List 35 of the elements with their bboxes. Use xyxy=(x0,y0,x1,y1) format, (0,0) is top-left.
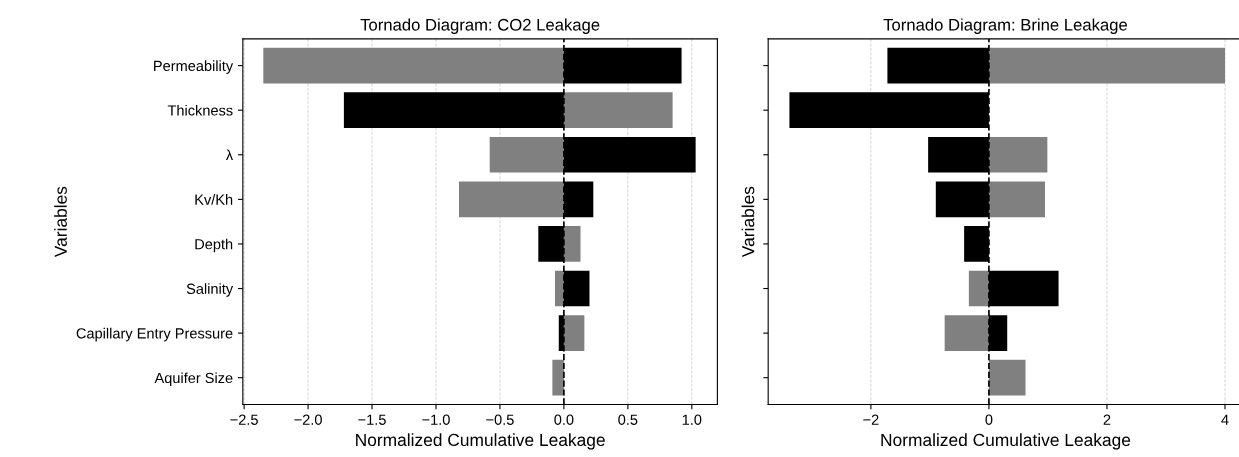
x-tick-label: 0 xyxy=(985,414,993,425)
x-tick-label: 4 xyxy=(1221,414,1229,425)
bar xyxy=(263,47,564,84)
x-axis-title: Normalized Cumulative Leakage xyxy=(881,433,1131,450)
x-tick-label: 2 xyxy=(1103,414,1111,425)
x-tick-label: −1.5 xyxy=(358,414,386,425)
bar xyxy=(988,181,1045,218)
x-axis-title: Normalized Cumulative Leakage xyxy=(356,433,605,450)
y-tick-label: Depth xyxy=(195,238,233,253)
x-tick-label: 0.5 xyxy=(618,414,638,425)
y-tick-label: Salinity xyxy=(186,283,234,297)
chart-title: Tornado Diagram: CO2 Leakage xyxy=(360,18,600,34)
x-tick-label: −2.5 xyxy=(230,414,258,425)
y-tick-label: Permeability xyxy=(154,60,234,74)
bar xyxy=(489,136,564,173)
x-tick-label: −2 xyxy=(863,414,879,425)
y-tick-label: λ xyxy=(225,149,233,161)
bar xyxy=(554,270,564,307)
x-tick-label: −0.5 xyxy=(486,414,514,425)
y-tick-label: Aquifer Size xyxy=(154,372,233,386)
y-axis-title: Variables xyxy=(54,186,67,258)
bar xyxy=(988,47,1226,84)
bar xyxy=(459,181,564,218)
y-tick-label: Kv/Kh xyxy=(195,194,233,205)
y-tick-label: Capillary Entry Pressure xyxy=(76,327,233,342)
x-tick-label: −1.0 xyxy=(422,414,450,425)
x-tick-label: 0.0 xyxy=(554,414,574,425)
bar xyxy=(552,359,564,396)
x-tick-label: −2.0 xyxy=(294,414,322,425)
bar xyxy=(988,359,1026,396)
bar xyxy=(988,136,1048,173)
x-tick-label: 1.0 xyxy=(682,414,702,425)
y-axis-title: Variables xyxy=(741,186,755,258)
y-tick-label: Thickness xyxy=(167,104,233,116)
chart-title: Tornado Diagram: Brine Leakage xyxy=(883,18,1128,34)
